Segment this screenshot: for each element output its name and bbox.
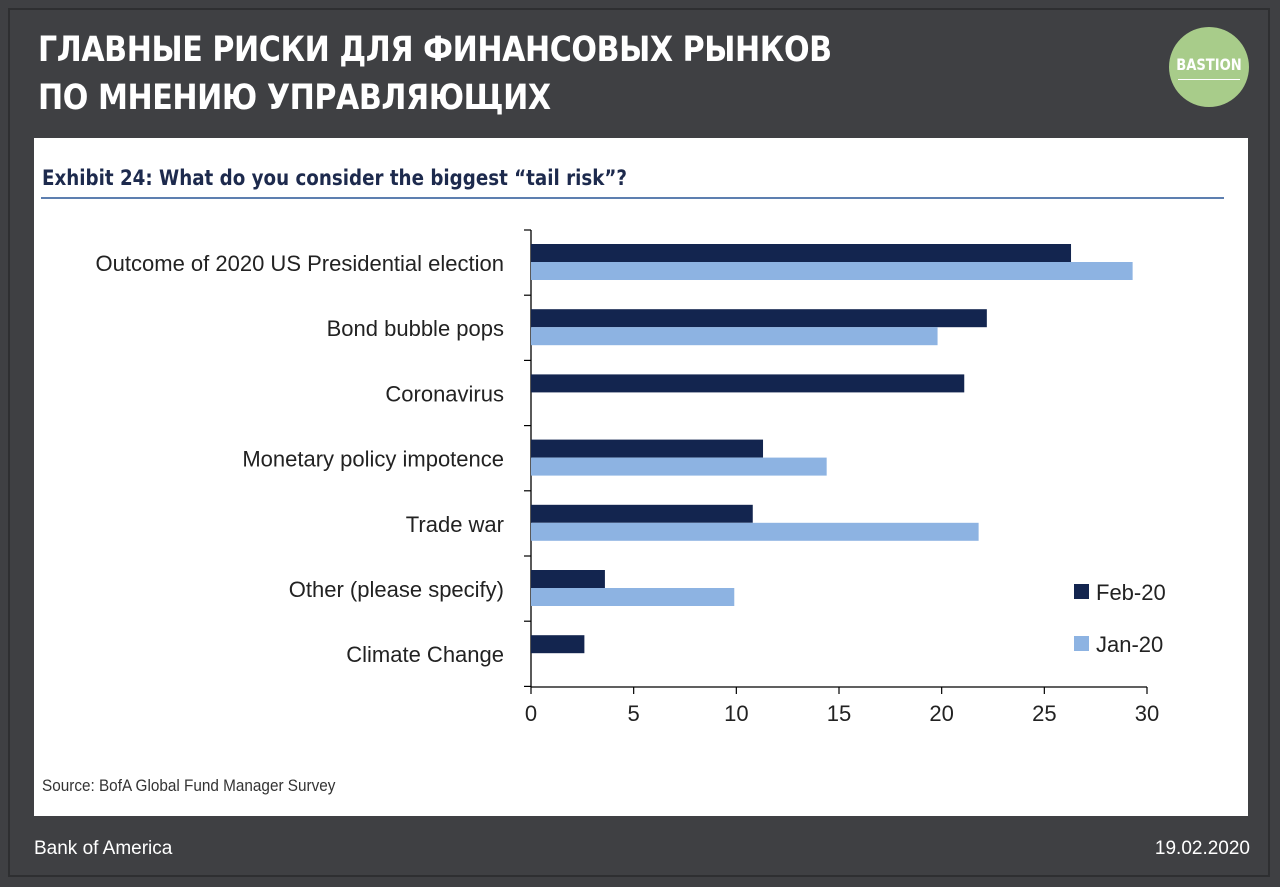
bar-feb-20 [531,504,753,523]
exhibit-rule [41,197,1224,199]
x-tick-label: 30 [1135,701,1159,726]
headline: Главные риски для финансовых рынков по м… [38,26,832,122]
frame-border [8,8,1270,877]
headline-line-2: по мнению управляющих [38,78,551,118]
logo-text: BASTION [1176,54,1242,74]
x-tick-label: 25 [1032,701,1056,726]
category-label: Bond bubble pops [327,316,504,341]
bastion-logo: BASTION [1169,27,1249,107]
footer-date: 19.02.2020 [1154,838,1250,859]
bar-feb-20 [531,635,585,654]
logo-underline [1178,78,1240,80]
legend-label: Jan-20 [1096,632,1163,657]
x-tick-label: 15 [827,701,851,726]
bar-feb-20 [531,309,987,328]
bar-jan-20 [531,327,938,346]
category-label: Monetary policy impotence [242,447,504,472]
bar-chart: 0 5 10 15 20 25 30 Outcome of 2020 US President… [96,229,1166,726]
legend-swatch [1074,636,1089,651]
bar-jan-20 [531,522,979,541]
category-label: Coronavirus [385,381,504,406]
x-tick-label: 10 [724,701,748,726]
x-tick-label: 5 [628,701,640,726]
category-label: Other (please specify) [289,577,504,602]
bar-feb-20 [531,570,605,588]
chart-panel: Exhibit 24: What do you consider the big… [34,138,1248,816]
exhibit-title: Exhibit 24: What do you consider the big… [42,166,628,190]
legend-label: Feb-20 [1096,580,1166,605]
bar-feb-20 [531,374,965,393]
source-note: Source: BofA Global Fund Manager Survey [42,776,336,795]
bar-feb-20 [531,439,764,458]
category-label: Climate Change [346,642,504,667]
category-label: Outcome of 2020 US Presidential election [96,251,504,276]
legend-swatch [1074,584,1089,599]
headline-line-1: Главные риски для финансовых рынков [38,30,832,70]
bar-feb-20 [531,244,1072,262]
bar-jan-20 [531,457,827,476]
x-tick-label: 0 [525,701,537,726]
bar-jan-20 [531,588,735,606]
x-tick-label: 20 [929,701,953,726]
category-label: Trade war [406,512,504,537]
bar-jan-20 [531,262,1133,280]
footer-source: Bank of America [34,838,173,859]
